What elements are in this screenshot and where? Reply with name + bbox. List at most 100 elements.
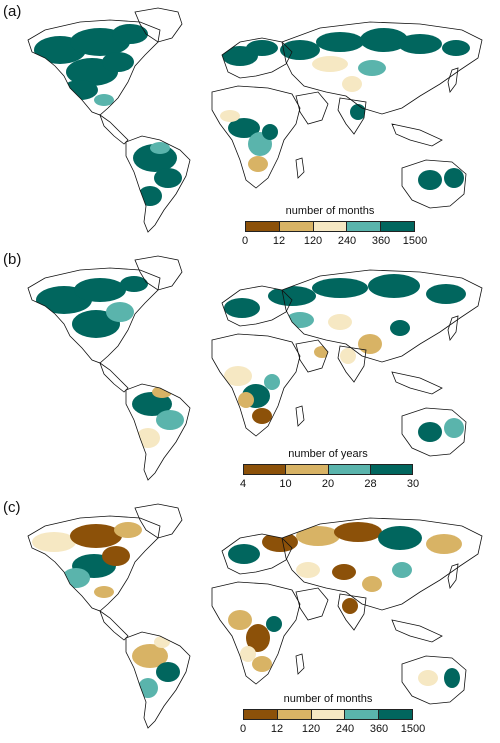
legend-tick: 1500	[400, 723, 426, 735]
map-panel-a: (a) number of months 0 12 120 240 360 15…	[0, 0, 500, 247]
continent-outline	[134, 255, 183, 291]
basin-patch	[296, 526, 340, 546]
basin-patch	[106, 302, 134, 322]
continent-outline	[391, 123, 443, 147]
continent-outline	[337, 345, 367, 383]
continent-outline	[391, 619, 443, 643]
legend-tick: 4	[239, 478, 247, 490]
world-map-b	[27, 255, 483, 481]
basin-patch	[342, 598, 358, 614]
legend-swatch-5	[381, 222, 414, 231]
continent-outline	[134, 7, 183, 43]
legend-tick: 10	[279, 478, 292, 490]
basin-patch	[362, 576, 382, 592]
continent-outline	[281, 21, 483, 115]
panel-label-a: (a)	[3, 3, 22, 20]
legend-swatch-2	[277, 710, 312, 719]
continent-outline	[221, 285, 293, 327]
basin-patch	[426, 534, 462, 554]
legend-swatch-1	[246, 222, 280, 231]
basin-patch	[280, 40, 320, 60]
continent-outline	[401, 159, 467, 209]
world-map-a	[27, 7, 483, 233]
continent-outline	[125, 383, 191, 481]
legend-swatch-4	[345, 710, 380, 719]
legend-tick: 360	[371, 235, 391, 247]
basin-patch	[74, 278, 126, 302]
continent-outline	[401, 655, 467, 705]
basin-patch	[342, 76, 362, 92]
legend-swatch-2	[279, 222, 314, 231]
basin-patch	[220, 110, 240, 122]
basin-patch	[152, 386, 172, 398]
legend-tick: 0	[241, 235, 249, 247]
basin-patch	[32, 532, 76, 552]
panel-label-b: (b)	[3, 251, 22, 268]
continent-outline	[447, 315, 459, 341]
legend-swatch-4	[370, 465, 412, 474]
continent-outline	[281, 269, 483, 363]
basin-patch	[228, 544, 260, 564]
legend-tick: 120	[303, 235, 323, 247]
basin-patch	[268, 286, 316, 306]
legend-title-a: number of months	[285, 205, 375, 217]
basin-patch	[350, 104, 366, 120]
legend-tick: 12	[272, 235, 286, 247]
legend-colorbar-c	[243, 709, 413, 720]
basin-fills-a	[34, 24, 470, 206]
basin-patch	[156, 662, 180, 682]
continent-outline	[99, 609, 129, 641]
coastline-a	[27, 7, 483, 233]
basin-patch	[156, 410, 184, 430]
continent-outline	[295, 405, 305, 427]
continent-outline	[125, 135, 191, 233]
continent-outline	[401, 407, 467, 457]
continent-outline	[134, 503, 183, 539]
continent-outline	[211, 85, 301, 189]
basin-patch	[228, 610, 252, 630]
continent-outline	[99, 361, 129, 393]
coastline-b	[27, 255, 483, 481]
basin-patch	[112, 24, 148, 44]
basin-patch	[114, 522, 142, 538]
basin-patch	[358, 60, 386, 76]
continent-outline	[27, 19, 161, 116]
continent-outline	[295, 91, 329, 125]
basin-patch	[252, 408, 272, 424]
basin-patch	[248, 156, 268, 172]
basin-patch	[264, 374, 280, 390]
legend-title-c: number of months	[283, 693, 373, 705]
basin-patch	[328, 314, 352, 330]
basin-patch	[418, 170, 442, 190]
basin-patch	[444, 418, 464, 438]
legend-tick: 240	[335, 723, 355, 735]
basin-patch	[240, 646, 256, 662]
legend-swatch-3	[311, 710, 346, 719]
basin-patch	[224, 298, 260, 318]
basin-patch	[312, 56, 348, 72]
basin-patch	[360, 28, 408, 52]
legend-tick: 240	[337, 235, 357, 247]
basin-patch	[154, 168, 182, 188]
legend-tick: 1500	[402, 235, 428, 247]
basin-fills-c	[32, 522, 462, 698]
legend-tick: 28	[364, 478, 377, 490]
basin-patch	[62, 568, 90, 588]
coastline-c	[27, 503, 483, 729]
continent-outline	[337, 97, 367, 135]
continent-outline	[295, 587, 329, 621]
basin-patch	[418, 422, 442, 442]
panel-label-c: (c)	[3, 499, 21, 516]
basin-patch	[368, 274, 420, 298]
map-panel-c: (c) number of months 0 12 120 240 360 15…	[0, 496, 500, 743]
basin-patch	[228, 118, 260, 138]
basin-patch	[102, 546, 130, 566]
continent-outline	[295, 157, 305, 179]
basin-patch	[316, 32, 364, 52]
basin-patch	[390, 320, 410, 336]
continent-outline	[295, 339, 329, 373]
legend-tick: 0	[239, 723, 247, 735]
legend-swatch-3	[313, 222, 348, 231]
legend-tick: 120	[301, 723, 321, 735]
basin-patch	[138, 186, 162, 206]
